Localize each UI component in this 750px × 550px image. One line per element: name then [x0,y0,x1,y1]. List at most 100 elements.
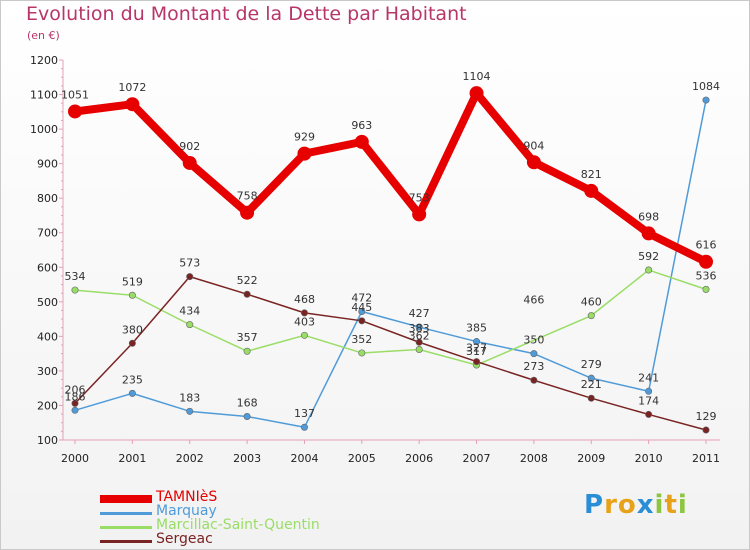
logo-letter: i [654,490,665,520]
data-label: 221 [581,378,602,391]
data-point-0 [297,146,312,161]
data-point-3 [71,399,79,407]
data-point-0 [584,183,599,198]
data-label: 929 [294,131,315,144]
data-point-3 [415,338,423,346]
x-tick-label: 2009 [577,452,605,465]
data-label: 279 [581,358,602,371]
legend-swatch [100,511,152,515]
data-point-0 [469,86,484,101]
data-label: 698 [638,210,659,223]
series-line-3 [74,275,707,431]
data-label: 1084 [692,80,720,93]
data-point-3 [702,426,710,434]
x-tick-label: 2006 [405,452,433,465]
data-label: 235 [122,373,143,386]
data-point-1 [243,413,251,421]
data-label: 427 [409,307,430,320]
data-label: 129 [696,410,717,423]
data-point-1 [530,350,538,358]
legend-label: Marquay [156,503,217,519]
data-point-3 [186,273,194,281]
data-point-2 [128,291,136,299]
data-point-3 [300,309,308,317]
data-label: 616 [696,239,717,252]
data-label: 350 [523,334,544,347]
data-point-0 [354,134,369,149]
y-tick-label: 300 [37,365,58,378]
data-point-1 [128,389,136,397]
logo-letter: P [584,490,605,520]
data-point-0 [240,205,255,220]
legend-swatch [100,495,152,503]
y-tick-label: 800 [37,192,58,205]
data-label: 327 [466,342,487,355]
data-point-2 [415,345,423,353]
data-point-3 [358,317,366,325]
data-label: 460 [581,296,602,309]
series-line-2 [74,269,707,366]
data-label: 753 [409,191,430,204]
data-label: 385 [466,322,487,335]
data-label: 357 [237,331,258,344]
x-tick-label: 2002 [176,452,204,465]
x-tick-label: 2010 [635,452,663,465]
data-point-2 [300,331,308,339]
legend-swatch [100,525,152,529]
logo-letter: i [677,490,688,520]
logo-letter: r [604,490,618,520]
proxiti-logo: Proxiti [584,490,688,520]
data-point-1 [587,374,595,382]
x-tick-label: 2004 [290,452,318,465]
y-tick-label: 1100 [30,89,58,102]
data-point-0 [412,207,427,222]
data-label: 468 [294,293,315,306]
data-label: 472 [351,291,372,304]
data-point-3 [587,394,595,402]
y-tick-label: 1200 [30,54,58,67]
legend-label: TAMNIèS [156,489,218,505]
data-label: 174 [638,394,659,407]
y-tick-label: 500 [37,296,58,309]
series-line-1 [74,99,707,428]
data-label: 534 [65,270,86,283]
data-label: 1072 [118,81,146,94]
data-point-1 [645,387,653,395]
data-point-1 [186,407,194,415]
x-tick-label: 2011 [692,452,720,465]
y-tick-label: 600 [37,261,58,274]
data-label: 383 [409,322,430,335]
x-tick-label: 2003 [233,452,261,465]
data-point-1 [702,96,710,104]
x-tick-label: 2000 [61,452,89,465]
data-label: 403 [294,315,315,328]
data-point-1 [358,307,366,315]
data-label: 380 [122,323,143,336]
legend-swatch [100,539,152,543]
data-label: 186 [65,390,86,403]
y-tick-label: 1000 [30,123,58,136]
data-point-0 [641,226,656,241]
data-label: 168 [237,397,258,410]
data-label: 445 [351,301,372,314]
data-point-2 [702,285,710,293]
x-tick-label: 2008 [520,452,548,465]
data-point-0 [182,155,197,170]
data-label: 137 [294,407,315,420]
data-point-0 [526,155,541,170]
legend-label: Sergeac [156,531,213,547]
data-point-0 [68,104,82,119]
chart-subtitle: (en €) [27,29,60,42]
data-label: 206 [65,383,86,396]
data-label: 963 [351,119,372,132]
logo-letter: o [617,490,637,520]
x-tick-label: 2005 [348,452,376,465]
data-point-1 [71,406,79,414]
data-point-3 [243,290,251,298]
y-tick-label: 700 [37,227,58,240]
y-tick-label: 900 [37,158,58,171]
x-tick-label: 2007 [463,452,491,465]
data-point-1 [415,323,423,331]
